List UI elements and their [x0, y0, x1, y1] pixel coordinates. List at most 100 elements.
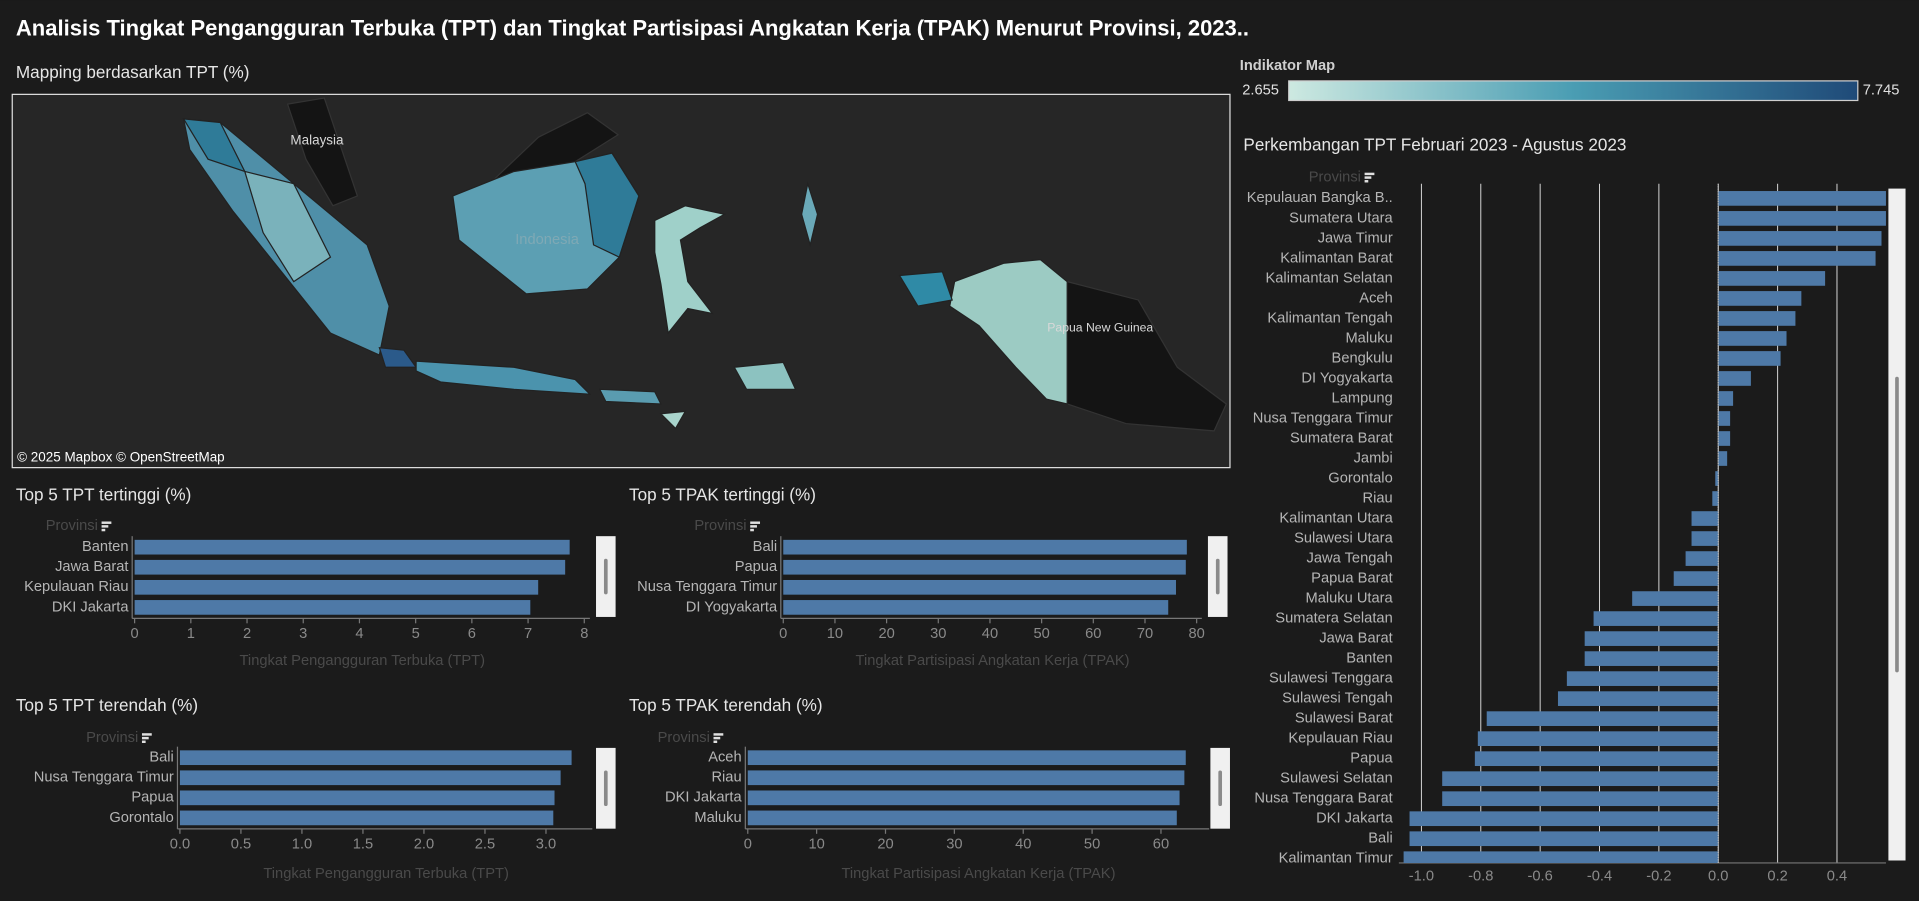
category-label: Lampung: [1332, 390, 1393, 406]
region: [243, 170, 332, 283]
category-label: DI Yogyakarta: [1301, 370, 1393, 386]
sort-icon: [141, 733, 152, 736]
sort-icon: [1364, 176, 1372, 179]
bar: [783, 600, 1169, 615]
x-tick-label: 2: [243, 626, 251, 642]
category-label: Sulawesi Barat: [1295, 711, 1393, 727]
x-tick-label: -0.6: [1528, 868, 1553, 884]
category-label: Jawa Barat: [1319, 630, 1392, 646]
x-tick-label: 3: [299, 626, 307, 642]
category-label: Bali: [753, 539, 777, 555]
category-label: Sulawesi Selatan: [1280, 771, 1393, 787]
scrollbar-thumb[interactable]: [603, 770, 608, 807]
sort-icon: [101, 521, 112, 524]
bar: [1718, 331, 1787, 346]
category-label: Banten: [82, 539, 129, 555]
region: [800, 181, 819, 248]
category-label: Maluku: [694, 810, 741, 826]
bar: [179, 810, 554, 826]
category-label: Papua: [735, 559, 778, 575]
sort-icon: [713, 733, 724, 736]
x-tick-label: 0.2: [1767, 868, 1787, 884]
scrollbar-thumb[interactable]: [1218, 770, 1223, 807]
bar: [1718, 451, 1728, 466]
x-tick-label: 2.5: [475, 836, 495, 852]
bar: [134, 559, 566, 575]
x-tick-label: 20: [878, 626, 894, 642]
category-label: Riau: [1363, 490, 1393, 506]
region: [949, 258, 1068, 405]
x-tick-label: -0.2: [1646, 868, 1671, 884]
bars: [747, 750, 1186, 826]
category-label: Sulawesi Tenggara: [1269, 671, 1394, 687]
scrollbar-thumb[interactable]: [603, 558, 608, 595]
bar: [747, 770, 1185, 786]
region: [659, 410, 687, 430]
category-label: Nusa Tenggara Timur: [637, 579, 777, 595]
bar: [1593, 611, 1719, 626]
region: [898, 271, 953, 307]
category-header: Provinsi: [86, 730, 138, 746]
x-tick-label: 70: [1137, 626, 1153, 642]
x-tick-label: 50: [1033, 626, 1049, 642]
category-label: Gorontalo: [109, 810, 173, 826]
bar: [783, 579, 1176, 595]
x-axis-title: Tingkat Partisipasi Angkatan Kerja (TPAK…: [841, 866, 1115, 882]
sort-icon: [713, 736, 721, 740]
category-label: Jambi: [1354, 450, 1393, 466]
x-tick-label: 1.5: [353, 836, 373, 852]
region: [574, 152, 640, 258]
category-label: DI Yogyakarta: [686, 599, 778, 615]
chart-title: Top 5 TPT terendah (%): [16, 695, 198, 715]
bar: [179, 750, 572, 766]
x-tick-label: 5: [412, 626, 420, 642]
scrollbar-thumb[interactable]: [1895, 376, 1899, 673]
bar: [1718, 431, 1731, 446]
x-tick-label: 0: [131, 626, 139, 642]
bar: [1566, 671, 1719, 686]
chart-panel: Top 5 TPAK tertinggi (%) Provinsi 0 10 20 30 4…: [629, 484, 1228, 669]
sort-icon: [1364, 180, 1369, 183]
bar: [1718, 291, 1802, 306]
category-label: Aceh: [1359, 290, 1392, 306]
bar: [1584, 651, 1719, 666]
chart-title: Top 5 TPAK tertinggi (%): [629, 484, 816, 504]
category-label: Kalimantan Tengah: [1267, 310, 1392, 326]
category-label: Jawa Timur: [1318, 230, 1393, 246]
scrollbar-thumb[interactable]: [1215, 558, 1220, 595]
sort-icon: [750, 521, 761, 524]
x-tick-label: 8: [580, 626, 588, 642]
x-tick-label: -0.4: [1587, 868, 1612, 884]
bar: [1442, 771, 1719, 787]
category-label: Sumatera Selatan: [1275, 610, 1392, 626]
category-header: Provinsi: [658, 730, 710, 746]
sort-icon: [101, 525, 109, 528]
bar: [1718, 251, 1876, 266]
legend-gradient: [1288, 80, 1859, 102]
x-tick-label: 4: [355, 626, 363, 642]
x-tick-label: 10: [827, 626, 843, 642]
bar: [747, 810, 1177, 826]
bar: [1442, 791, 1719, 807]
sort-icon: [141, 736, 149, 740]
category-label: Papua: [1350, 751, 1393, 767]
chart-panel: Top 5 TPAK terendah (%) Provinsi 0 10 20 30 40…: [629, 695, 1230, 882]
bar: [1712, 491, 1719, 506]
x-tick-label: 7: [524, 626, 532, 642]
category-label: Kalimantan Utara: [1279, 510, 1393, 526]
region: [415, 360, 592, 395]
x-tick-label: 0.0: [170, 836, 190, 852]
land: [286, 97, 359, 207]
x-tick-label: 1: [187, 626, 195, 642]
map-label: Papua New Guinea: [1047, 320, 1153, 334]
legend-max: 7.745: [1863, 83, 1900, 99]
category-label: Bali: [1368, 831, 1392, 847]
bars: [134, 539, 570, 615]
land: [1066, 280, 1228, 432]
bar: [1718, 391, 1734, 406]
x-tick-label: 0: [744, 836, 752, 852]
bar: [1715, 471, 1719, 486]
bar: [783, 539, 1187, 555]
sort-icon: [141, 740, 146, 744]
